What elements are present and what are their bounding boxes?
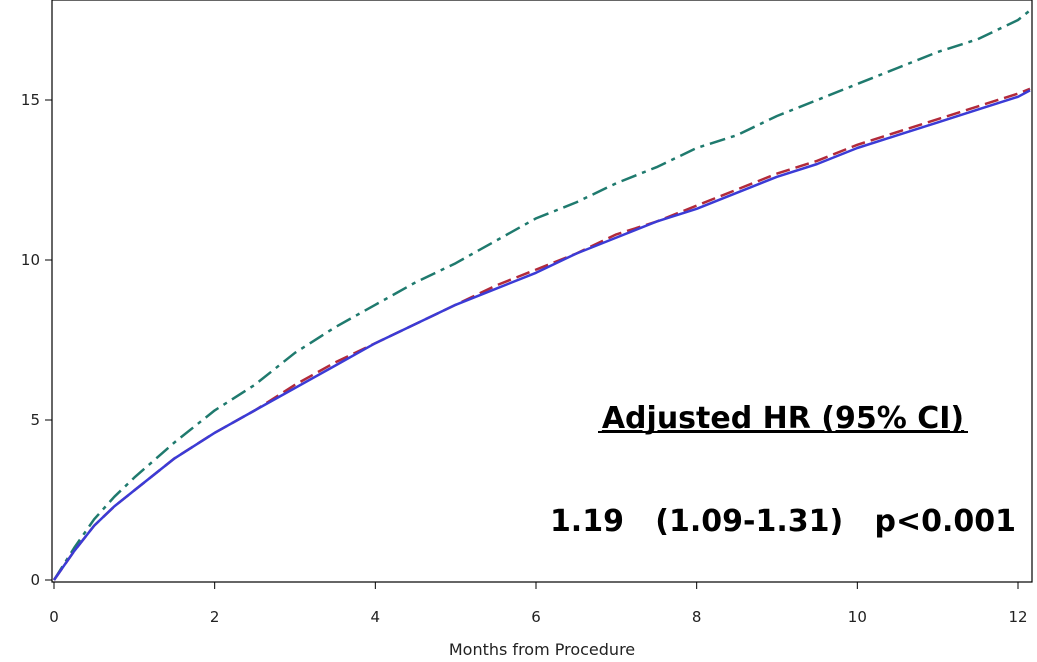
y-tick-label: 0 — [30, 571, 40, 589]
plot-frame — [51, 0, 1033, 583]
series-line-1 — [52, 9, 1031, 581]
y-tick-label: 10 — [21, 251, 40, 269]
axes: 0 2 4 6 8 10 12 0 5 10 15 — [21, 91, 1028, 626]
series-layer — [52, 9, 1031, 581]
y-tick-label: 5 — [30, 411, 40, 429]
x-tick-label: 12 — [1008, 608, 1027, 626]
annotation-result: 1.19 (1.09-1.31) p<0.001 — [550, 504, 1016, 539]
x-tick-label: 0 — [49, 608, 59, 626]
x-tick-label: 2 — [210, 608, 220, 626]
x-tick-label: 10 — [848, 608, 867, 626]
x-tick-label: 6 — [531, 608, 541, 626]
y-tick-label: 15 — [21, 91, 40, 109]
x-axis-title: Months from Procedure — [449, 640, 635, 659]
x-tick-label: 4 — [371, 608, 381, 626]
x-tick-label: 8 — [692, 608, 702, 626]
annotation-heading: Adjusted HR (95% CI) — [602, 401, 964, 436]
series-line-3 — [52, 89, 1031, 581]
